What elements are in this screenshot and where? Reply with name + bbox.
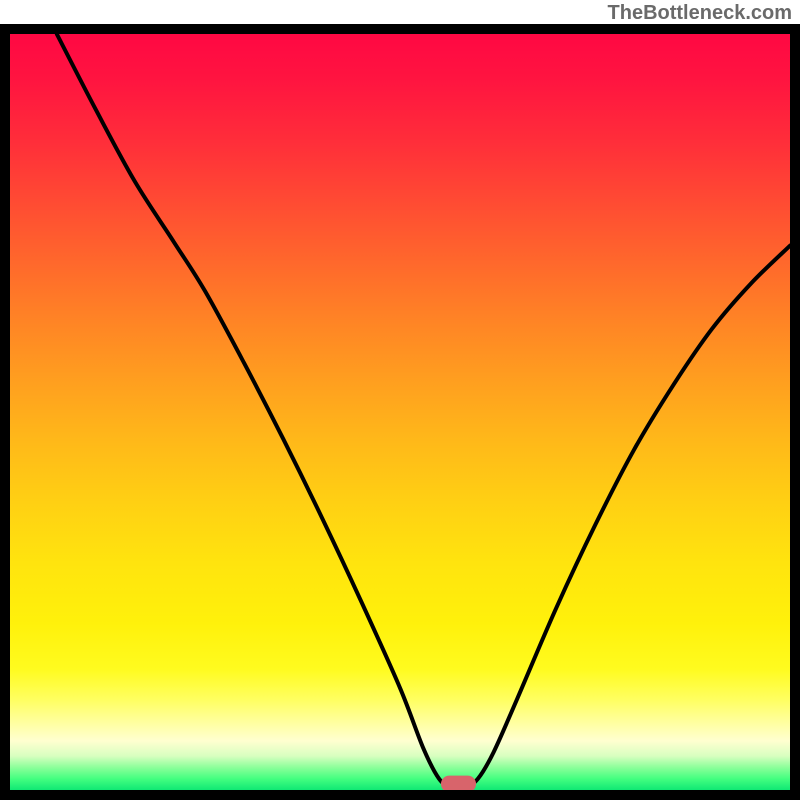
gradient-background: [10, 34, 790, 790]
watermark-text: TheBottleneck.com: [608, 2, 792, 25]
chart-svg: [0, 24, 800, 800]
bottleneck-chart: [0, 24, 800, 800]
optimal-point-marker: [441, 776, 476, 793]
